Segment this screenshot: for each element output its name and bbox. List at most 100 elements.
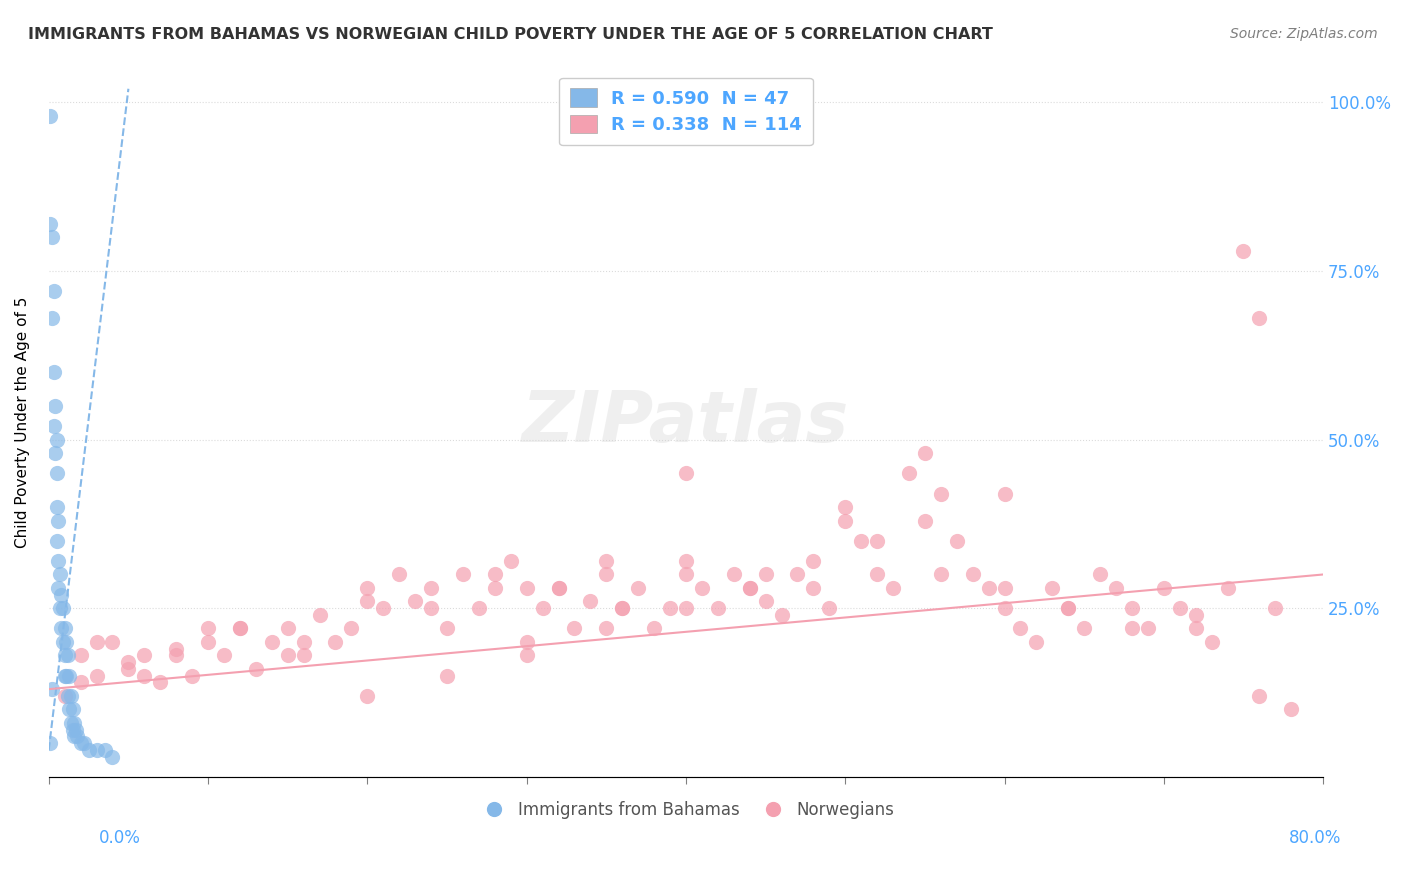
Point [62,723,84,737]
Point [1073,622,1095,636]
Point [1279,702,1302,716]
Point [914,446,936,460]
Point [308,607,330,622]
Point [356,689,378,703]
Point [101,749,124,764]
Point [420,601,443,615]
Text: IMMIGRANTS FROM BAHAMAS VS NORWEGIAN CHILD POVERTY UNDER THE AGE OF 5 CORRELATIO: IMMIGRANTS FROM BAHAMAS VS NORWEGIAN CHI… [28,27,993,42]
Point [929,486,952,500]
Point [149,675,172,690]
Point [484,581,506,595]
Point [356,594,378,608]
Point [93,743,115,757]
Point [51,588,73,602]
Text: ZIPatlas: ZIPatlas [522,388,849,458]
Point [292,648,315,663]
Point [866,567,889,582]
Point [165,641,187,656]
Point [277,648,299,663]
Point [993,601,1015,615]
Point [627,581,650,595]
Point [277,622,299,636]
Point [53,648,76,663]
Point [86,668,108,682]
Point [65,723,87,737]
Point [134,668,156,682]
Point [45,467,67,481]
Point [41,230,63,244]
Point [945,533,967,548]
Point [388,567,411,582]
Point [1025,635,1047,649]
Point [292,635,315,649]
Point [52,601,75,615]
Point [56,689,79,703]
Point [52,635,75,649]
Point [547,581,569,595]
Point [612,601,634,615]
Point [55,668,77,682]
Point [755,594,778,608]
Point [45,433,67,447]
Y-axis label: Child Poverty Under the Age of 5: Child Poverty Under the Age of 5 [15,297,30,549]
Point [46,581,69,595]
Point [42,284,65,298]
Point [39,217,62,231]
Point [53,622,76,636]
Point [516,581,538,595]
Point [1136,622,1159,636]
Point [675,554,697,568]
Point [229,622,252,636]
Point [356,581,378,595]
Point [659,601,682,615]
Point [39,109,62,123]
Text: Source: ZipAtlas.com: Source: ZipAtlas.com [1230,27,1378,41]
Point [1184,622,1206,636]
Point [1201,635,1223,649]
Point [101,635,124,649]
Point [60,689,83,703]
Point [1105,581,1128,595]
Point [55,635,77,649]
Point [993,581,1015,595]
Point [46,554,69,568]
Point [564,622,586,636]
Point [60,715,83,730]
Point [803,554,825,568]
Point [73,736,96,750]
Point [595,554,617,568]
Point [69,675,91,690]
Point [1264,601,1286,615]
Point [1057,601,1080,615]
Point [849,533,872,548]
Point [755,567,778,582]
Point [834,514,856,528]
Point [373,601,395,615]
Point [786,567,808,582]
Point [451,567,474,582]
Point [245,662,267,676]
Point [1168,601,1191,615]
Point [86,743,108,757]
Point [51,622,73,636]
Point [929,567,952,582]
Point [1153,581,1175,595]
Point [53,668,76,682]
Point [66,730,89,744]
Point [49,601,72,615]
Point [643,622,665,636]
Point [690,581,713,595]
Point [1040,581,1063,595]
Point [340,622,363,636]
Point [1088,567,1111,582]
Text: 80.0%: 80.0% [1288,829,1341,847]
Point [86,635,108,649]
Point [69,736,91,750]
Point [897,467,920,481]
Point [516,635,538,649]
Point [41,311,63,326]
Point [77,743,100,757]
Point [770,607,793,622]
Point [595,567,617,582]
Point [44,399,66,413]
